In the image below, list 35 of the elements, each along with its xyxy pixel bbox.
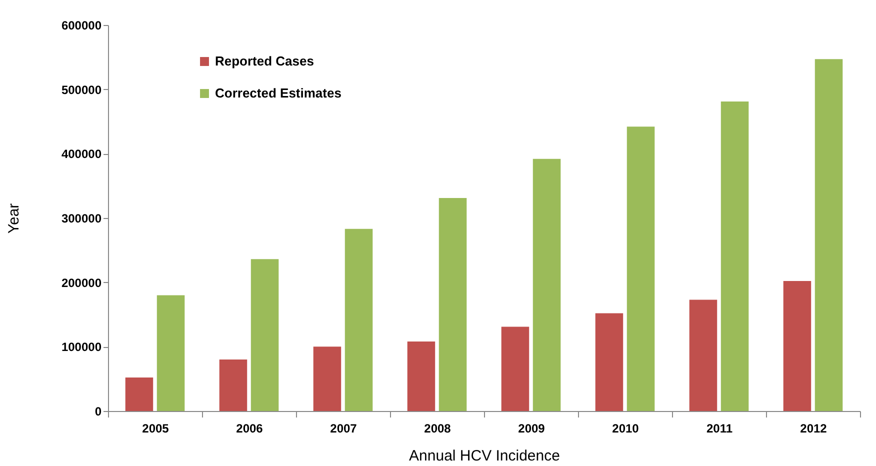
bar: [783, 281, 812, 411]
x-tick-label: 2009: [518, 422, 546, 436]
bar: [313, 346, 342, 411]
x-tick-label: 2007: [330, 422, 358, 436]
bar: [156, 295, 185, 411]
y-tick-label: 300000: [61, 212, 102, 226]
y-tick-label: 400000: [61, 147, 102, 162]
x-tick-label: 2012: [800, 422, 828, 436]
bar: [595, 313, 624, 411]
bar: [720, 102, 749, 411]
bar: [814, 59, 843, 411]
bar: [532, 158, 561, 411]
bar: [219, 360, 248, 411]
legend-label: Reported Cases: [215, 54, 314, 68]
bar: [501, 326, 530, 411]
legend-label: Corrected Estimates: [215, 86, 342, 100]
y-tick-label: 200000: [61, 276, 102, 290]
x-tick-label: 2010: [612, 422, 640, 436]
x-axis-title: Annual HCV Incidence: [409, 448, 560, 464]
bar: [626, 126, 655, 411]
y-tick-label: 100000: [61, 340, 102, 354]
x-tick-label: 2005: [142, 422, 170, 436]
y-tick-label: 500000: [61, 82, 102, 97]
x-tick-label: 2008: [424, 422, 452, 436]
bar: [125, 378, 154, 411]
y-tick-label: 600000: [61, 18, 102, 32]
bar: [250, 259, 279, 411]
bar: [689, 300, 718, 411]
bar: [344, 228, 373, 411]
y-tick-label: 0: [94, 404, 102, 418]
x-tick-label: 2011: [706, 422, 733, 436]
y-axis-title: Year: [5, 203, 22, 234]
x-tick-label: 2006: [236, 422, 264, 436]
bar: [438, 198, 467, 411]
bar: [407, 342, 436, 411]
